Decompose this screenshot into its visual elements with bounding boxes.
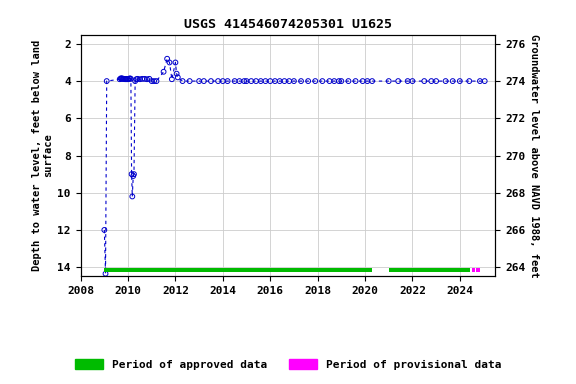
- Point: [420, 78, 429, 84]
- Bar: [104, 268, 372, 272]
- Point: [120, 76, 130, 82]
- Point: [223, 78, 232, 84]
- Point: [100, 227, 109, 233]
- Point: [131, 78, 140, 84]
- Point: [124, 76, 134, 82]
- Point: [344, 78, 353, 84]
- Point: [138, 76, 147, 82]
- Point: [427, 78, 436, 84]
- Point: [235, 78, 244, 84]
- Point: [140, 76, 149, 82]
- Point: [199, 78, 209, 84]
- Point: [128, 173, 138, 179]
- Point: [403, 78, 412, 84]
- Point: [171, 60, 180, 66]
- Point: [172, 71, 181, 77]
- Point: [384, 78, 393, 84]
- Point: [150, 78, 159, 84]
- Point: [142, 76, 151, 82]
- Point: [123, 76, 132, 82]
- Point: [285, 78, 294, 84]
- Bar: [472, 268, 475, 272]
- Legend: Period of approved data, Period of provisional data: Period of approved data, Period of provi…: [70, 355, 506, 375]
- Point: [337, 78, 346, 84]
- Point: [325, 78, 334, 84]
- Point: [178, 78, 187, 84]
- Point: [261, 78, 270, 84]
- Point: [185, 78, 194, 84]
- Point: [480, 78, 489, 84]
- Point: [120, 76, 129, 82]
- Point: [240, 78, 249, 84]
- Point: [173, 74, 183, 80]
- Point: [247, 78, 256, 84]
- Point: [280, 78, 289, 84]
- Point: [455, 78, 464, 84]
- Point: [162, 56, 172, 62]
- Point: [270, 78, 279, 84]
- Point: [165, 60, 174, 66]
- Point: [159, 69, 168, 75]
- Point: [408, 78, 417, 84]
- Point: [256, 78, 266, 84]
- Point: [242, 78, 251, 84]
- Point: [135, 76, 145, 82]
- Point: [102, 78, 111, 84]
- Point: [132, 76, 141, 82]
- Point: [116, 75, 126, 81]
- Point: [310, 78, 320, 84]
- Point: [126, 76, 135, 82]
- Point: [195, 78, 204, 84]
- Y-axis label: Depth to water level, feet below land
surface: Depth to water level, feet below land su…: [32, 40, 53, 271]
- Point: [448, 78, 457, 84]
- Point: [128, 194, 137, 200]
- Point: [122, 76, 131, 82]
- Point: [393, 78, 403, 84]
- Bar: [389, 268, 471, 272]
- Point: [304, 78, 313, 84]
- Point: [289, 78, 298, 84]
- Point: [214, 78, 223, 84]
- Point: [334, 78, 343, 84]
- Point: [119, 76, 128, 82]
- Point: [130, 171, 139, 177]
- Point: [133, 76, 142, 82]
- Point: [475, 78, 484, 84]
- Point: [329, 78, 339, 84]
- Title: USGS 414546074205301 U1625: USGS 414546074205301 U1625: [184, 18, 392, 31]
- Point: [118, 76, 127, 82]
- Point: [297, 78, 306, 84]
- Point: [251, 78, 260, 84]
- Point: [441, 78, 450, 84]
- Point: [367, 78, 377, 84]
- Point: [152, 78, 161, 84]
- Point: [118, 75, 127, 81]
- Point: [318, 78, 327, 84]
- Point: [101, 271, 110, 277]
- Point: [358, 78, 367, 84]
- Point: [351, 78, 360, 84]
- Point: [115, 76, 124, 82]
- Point: [431, 78, 441, 84]
- Point: [145, 76, 154, 82]
- Point: [117, 76, 126, 82]
- Point: [230, 78, 239, 84]
- Point: [206, 78, 215, 84]
- Point: [465, 78, 474, 84]
- Point: [167, 76, 176, 82]
- Point: [147, 78, 156, 84]
- Point: [275, 78, 285, 84]
- Point: [126, 75, 135, 81]
- Bar: [476, 268, 480, 272]
- Y-axis label: Groundwater level above NAVD 1988, feet: Groundwater level above NAVD 1988, feet: [529, 34, 540, 277]
- Point: [266, 78, 275, 84]
- Point: [363, 78, 372, 84]
- Point: [127, 171, 136, 177]
- Point: [122, 76, 131, 82]
- Point: [218, 78, 228, 84]
